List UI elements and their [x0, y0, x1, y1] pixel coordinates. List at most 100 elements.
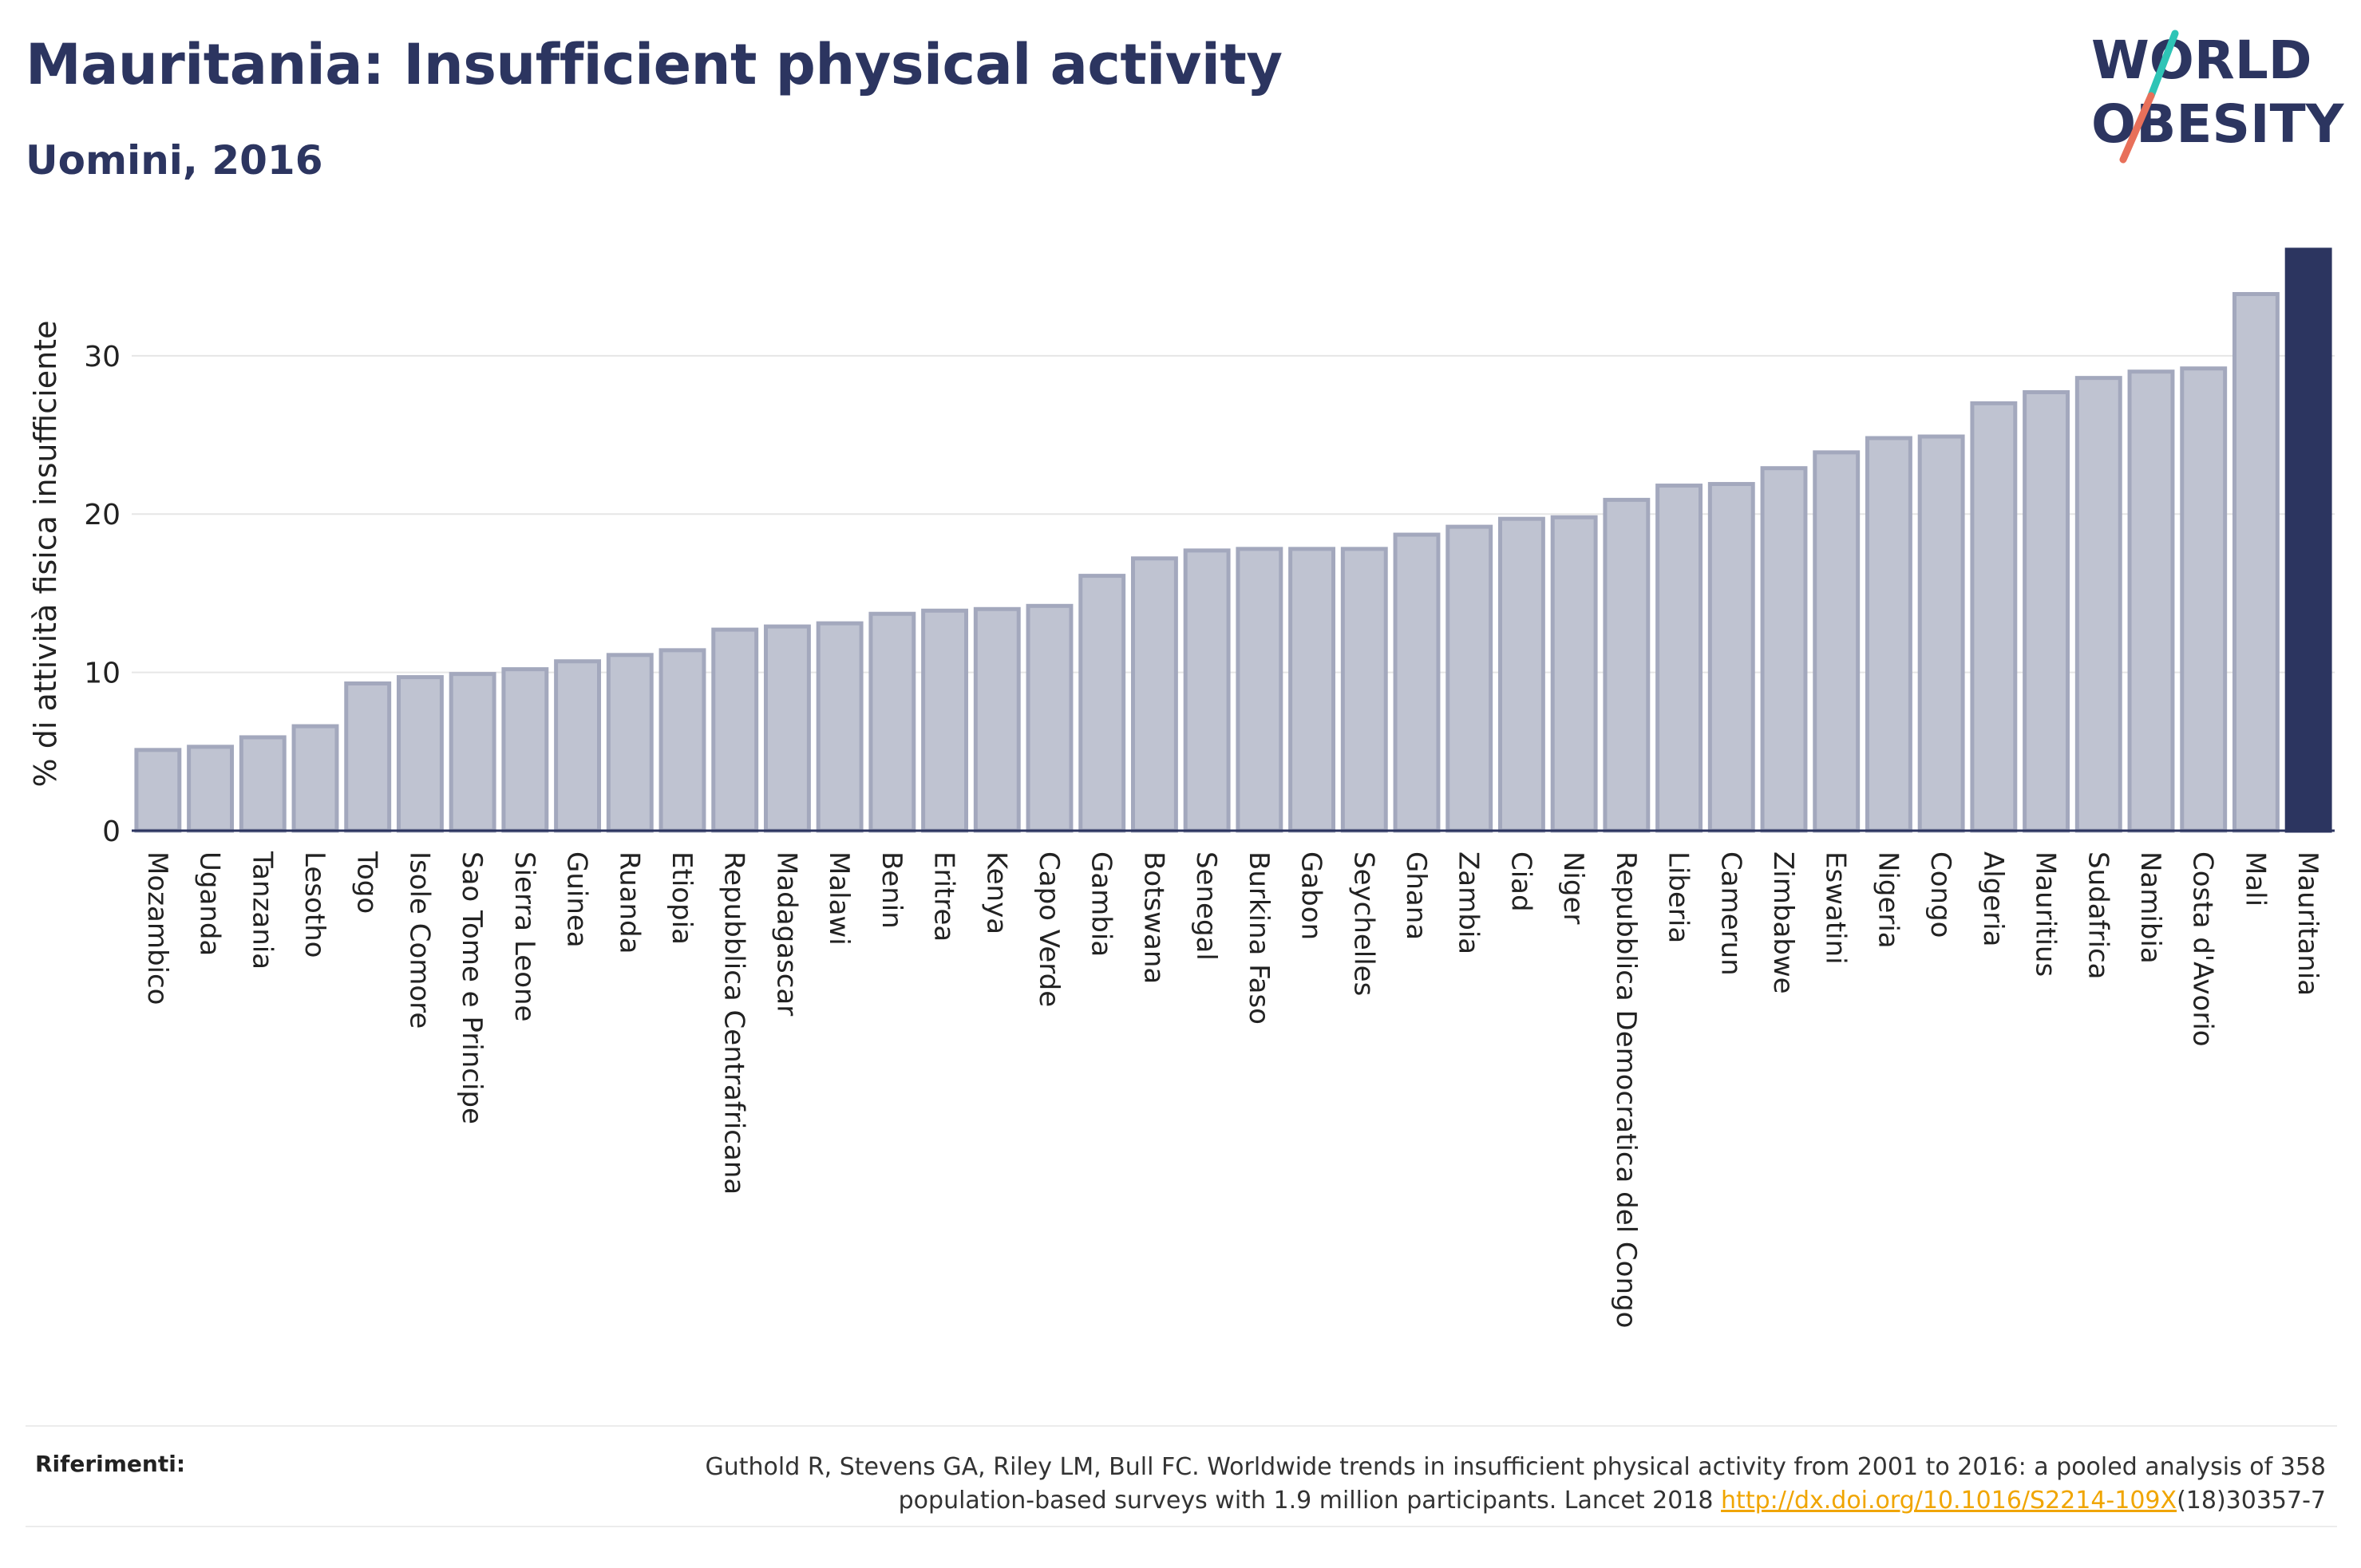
chart-title: Mauritania: Insufficient physical activi…	[26, 32, 1283, 97]
bar-madagascar	[763, 624, 811, 833]
world-obesity-logo: WORLD OBESITY	[2091, 30, 2345, 164]
footer-divider-bottom	[26, 1526, 2337, 1527]
x-tick-labels: Mozambico Uganda Tanzania Lesotho Togo Isole …	[141, 851, 2323, 1328]
bar-repubblica-centrafricana	[711, 627, 759, 833]
bar-mauritania	[2284, 247, 2332, 833]
bar-zimbabwe	[1760, 466, 1808, 833]
references-text-line2: population-based surveys with 1.9 millio…	[898, 1487, 1722, 1515]
x-tick-label: Congo	[1924, 851, 1956, 938]
bar-uganda	[187, 745, 235, 833]
x-tick-label: Mali	[2239, 851, 2271, 906]
bar-repubblica-democratica-del-congo	[1603, 497, 1651, 833]
x-tick-label: Costa d'Avorio	[2187, 851, 2219, 1047]
x-tick-label: Sudafrica	[2082, 851, 2114, 979]
bar-congo	[1917, 434, 1965, 833]
x-tick-label: Seychelles	[1347, 851, 1379, 996]
x-tick-label: Sierra Leone	[508, 851, 540, 1021]
bar-mauritius	[2023, 389, 2070, 833]
bar-liberia	[1655, 484, 1703, 833]
logo-slash-teal	[2147, 30, 2179, 100]
x-tick-label: Ruanda	[613, 851, 645, 954]
references-text: Guthold R, Stevens GA, Riley LM, Bull FC…	[490, 1451, 2326, 1518]
x-tick-label: Niger	[1557, 851, 1589, 924]
axes: 0 10 20 30	[84, 341, 2335, 848]
x-tick-label: Repubblica Democratica del Congo	[1610, 851, 1642, 1328]
x-tick-label: Ghana	[1400, 851, 1432, 940]
y-tick-label: 20	[84, 499, 121, 531]
chart-subtitle: Uomini, 2016	[26, 137, 323, 184]
y-tick-label: 30	[84, 341, 121, 373]
logo-slash-coral	[2119, 92, 2155, 164]
x-tick-label: Algeria	[1977, 851, 2009, 946]
y-tick-label: 0	[102, 816, 121, 848]
bar-sudafrica	[2074, 376, 2122, 833]
x-tick-label: Etiopia	[666, 851, 698, 945]
x-tick-label: Gabon	[1295, 851, 1327, 940]
x-tick-label: Uganda	[194, 851, 226, 956]
x-tick-label: Zimbabwe	[1767, 851, 1799, 994]
x-tick-label: Liberia	[1663, 851, 1695, 943]
bar-ciad	[1497, 516, 1545, 833]
doi-link[interactable]: http://dx.doi.org/10.1016/S2214-109X	[1721, 1487, 2177, 1515]
references-label: Riferimenti:	[35, 1451, 186, 1477]
x-tick-label: Guinea	[561, 851, 593, 948]
references-text-line2-tail: (18)30357-7	[2177, 1487, 2326, 1515]
x-tick-label: Namibia	[2134, 851, 2166, 964]
footer-divider-top	[26, 1425, 2337, 1427]
x-tick-label: Ciad	[1505, 851, 1536, 912]
x-tick-label: Burkina Faso	[1243, 851, 1275, 1025]
bar-eswatini	[1813, 450, 1861, 833]
bar-gambia	[1078, 574, 1126, 833]
bar-mali	[2232, 291, 2280, 833]
x-tick-label: Zambia	[1453, 851, 1485, 954]
x-tick-label: Gambia	[1086, 851, 1117, 957]
bar-namibia	[2127, 369, 2175, 833]
bar-etiopia	[658, 648, 706, 833]
x-tick-label: Kenya	[980, 851, 1012, 934]
bar-sierra-leone	[501, 667, 549, 833]
bar-ruanda	[606, 653, 654, 833]
bar-capo-verde	[1026, 603, 1074, 833]
bar-togo	[344, 681, 392, 833]
bar-malawi	[816, 621, 864, 833]
x-tick-label: Senegal	[1190, 851, 1222, 961]
bar-ghana	[1393, 532, 1441, 833]
logo-word-world: WORLD	[2091, 30, 2312, 91]
bar-mozambico	[134, 748, 182, 833]
x-tick-label: Botswana	[1137, 851, 1169, 984]
grid-lines	[132, 354, 2335, 673]
x-tick-label: Mozambico	[141, 851, 173, 1005]
bars	[134, 247, 2332, 833]
x-tick-label: Malawi	[823, 851, 855, 946]
bar-botswana	[1130, 556, 1178, 833]
bar-sao-tome-e-principe	[449, 672, 496, 833]
bar-guinea	[554, 659, 602, 833]
bar-lesotho	[291, 724, 339, 833]
bar-kenya	[973, 606, 1021, 833]
bar-niger	[1550, 515, 1598, 833]
bar-tanzania	[239, 735, 287, 833]
bar-zambia	[1445, 524, 1493, 833]
bar-nigeria	[1865, 436, 1912, 833]
bar-benin	[868, 611, 916, 833]
x-tick-label: Mauritania	[2292, 851, 2323, 996]
x-tick-label: Repubblica Centrafricana	[718, 851, 750, 1195]
x-tick-label: Mauritius	[2030, 851, 2062, 977]
bar-algeria	[1970, 401, 2018, 833]
bar-seychelles	[1340, 547, 1388, 833]
x-tick-label: Capo Verde	[1033, 851, 1065, 1007]
x-tick-label: Madagascar	[770, 851, 802, 1016]
bar-gabon	[1288, 547, 1336, 833]
references-text-line1: Guthold R, Stevens GA, Riley LM, Bull FC…	[705, 1453, 2326, 1481]
bar-costa-d-avorio	[2180, 366, 2228, 833]
x-tick-label: Benin	[876, 851, 908, 929]
bar-isole-comore	[396, 675, 444, 833]
y-axis-label: % di attività fisica insufficiente	[28, 321, 63, 788]
bar-senegal	[1183, 548, 1231, 833]
x-tick-label: Eswatini	[1820, 851, 1852, 965]
x-tick-label: Lesotho	[299, 851, 330, 958]
x-tick-label: Sao Tome e Principe	[456, 851, 488, 1124]
x-tick-label: Isole Comore	[403, 851, 435, 1029]
bar-burkina-faso	[1236, 547, 1283, 833]
